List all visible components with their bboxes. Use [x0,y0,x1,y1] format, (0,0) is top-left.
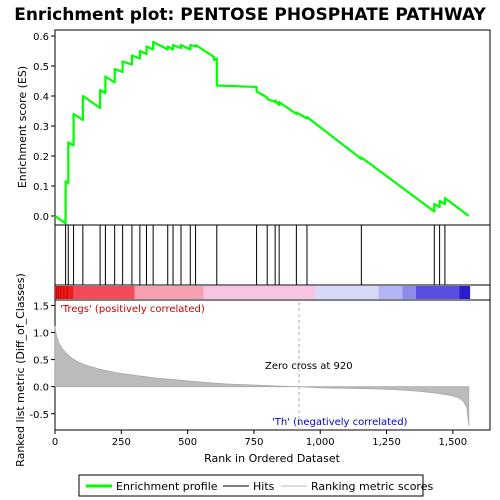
es-y-tick-label: 0.3 [33,122,49,133]
metric-y-tick-label: 1.5 [33,301,49,312]
rank-bar-segment [459,286,470,299]
x-tick-label: 750 [244,437,263,448]
es-y-tick-label: 0.1 [33,182,49,193]
rank-bar-segment [379,286,403,299]
rank-bar-segment [416,286,460,299]
rank-bar-segments [55,286,470,299]
es-y-tick-label: 0.0 [33,212,49,223]
legend-label-enrichment: Enrichment profile [116,480,218,493]
metric-y-tick-label: 0.0 [33,383,49,394]
zero-cross-label: Zero cross at 920 [265,361,353,372]
es-y-ticks: 0.0 0.1 0.2 0.3 0.4 0.5 0.6 [33,32,55,223]
x-axis-label: Rank in Ordered Dataset [204,452,341,465]
x-tick-label: 500 [178,437,197,448]
x-tick-label: 0 [52,437,58,448]
metric-y-tick-label: 1.0 [33,329,49,340]
rank-color-bar [55,285,490,300]
x-tick-label: 1,000 [306,437,335,448]
rank-bar-segment [204,286,315,299]
es-y-tick-label: 0.6 [33,32,49,43]
metric-y-axis-label: Ranked list metric (Diff_of_Classes) [14,273,27,467]
hits-panel [55,225,490,285]
es-y-axis-label: Enrichment score (ES) [16,66,29,188]
x-tick-label: 250 [112,437,131,448]
metric-y-tick-label: -0.5 [29,410,49,421]
x-tick-label: 1,250 [372,437,401,448]
rank-bar-segment [402,286,415,299]
metric-panel: -0.5 0.0 0.5 1.0 1.5 0 250 500 750 1,000 1,250 1,5… [14,273,490,467]
chart-title: Enrichment plot: PENTOSE PHOSPHATE PATHW… [14,5,486,25]
rank-bar-segment [74,286,135,299]
metric-y-ticks: -0.5 0.0 0.5 1.0 1.5 [29,301,55,420]
metric-x-ticks: 0 250 500 750 1,000 1,250 1,500 [52,430,467,448]
es-panel: 0.0 0.1 0.2 0.3 0.4 0.5 0.6 Enrichment score (… [16,30,490,225]
rank-bar-segment [135,286,204,299]
negative-correlation-label: 'Th' (negatively correlated) [272,417,408,428]
es-panel-frame [55,30,490,225]
legend-label-hits: Hits [253,480,275,493]
es-y-tick-label: 0.5 [33,62,49,73]
metric-y-tick-label: 0.5 [33,356,49,367]
rank-bar-segment [315,286,379,299]
legend: Enrichment profile Hits Ranking metric s… [79,475,433,496]
x-tick-label: 1,500 [439,437,468,448]
es-y-tick-label: 0.4 [33,92,49,103]
hits-panel-frame [55,225,490,285]
legend-label-metric: Ranking metric scores [311,480,433,493]
es-y-tick-label: 0.2 [33,152,49,163]
positive-correlation-label: 'Tregs' (positively correlated) [60,304,205,315]
